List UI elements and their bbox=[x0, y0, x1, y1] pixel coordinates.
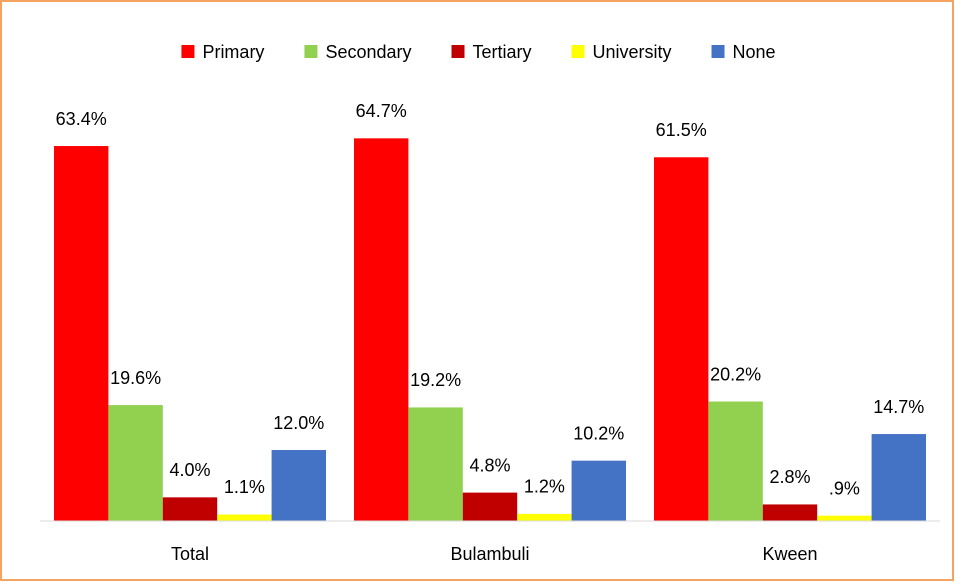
bar bbox=[571, 460, 626, 521]
bar bbox=[762, 504, 818, 521]
legend-swatch bbox=[571, 45, 585, 58]
legend-swatch bbox=[181, 45, 195, 58]
legend-label: None bbox=[733, 42, 776, 62]
bar bbox=[408, 407, 463, 521]
data-label: 2.8% bbox=[769, 467, 810, 487]
bar bbox=[217, 514, 272, 521]
legend-label: University bbox=[593, 42, 672, 62]
x-tick-label: Kween bbox=[762, 544, 817, 564]
bar bbox=[871, 434, 926, 521]
bar bbox=[462, 492, 518, 521]
bar bbox=[162, 497, 218, 521]
legend-label: Secondary bbox=[325, 42, 411, 62]
bar bbox=[54, 146, 109, 521]
bar bbox=[271, 450, 326, 521]
data-label: 63.4% bbox=[56, 109, 107, 129]
x-tick-label: Total bbox=[171, 544, 209, 564]
legend-swatch bbox=[451, 45, 465, 58]
bar bbox=[817, 515, 872, 521]
legend-label: Tertiary bbox=[473, 42, 532, 62]
legend-swatch bbox=[304, 45, 318, 58]
data-label: 4.8% bbox=[469, 455, 510, 475]
data-label: .9% bbox=[829, 478, 860, 498]
bar bbox=[108, 405, 163, 521]
data-label: 1.2% bbox=[524, 477, 565, 497]
bar bbox=[708, 401, 763, 521]
data-label: 14.7% bbox=[873, 397, 924, 417]
data-label: 20.2% bbox=[710, 364, 761, 384]
data-label: 19.6% bbox=[110, 368, 161, 388]
data-label: 12.0% bbox=[273, 413, 324, 433]
x-tick-label: Bulambuli bbox=[450, 544, 529, 564]
data-label: 4.0% bbox=[169, 460, 210, 480]
bar bbox=[517, 513, 572, 521]
bar bbox=[354, 138, 409, 522]
data-label: 19.2% bbox=[410, 370, 461, 390]
data-label: 61.5% bbox=[656, 120, 707, 140]
data-label: 1.1% bbox=[224, 477, 265, 497]
data-label: 64.7% bbox=[356, 101, 407, 121]
bar bbox=[654, 157, 709, 521]
legend-label: Primary bbox=[202, 42, 264, 62]
legend-swatch bbox=[711, 45, 725, 58]
data-label: 10.2% bbox=[573, 423, 624, 443]
